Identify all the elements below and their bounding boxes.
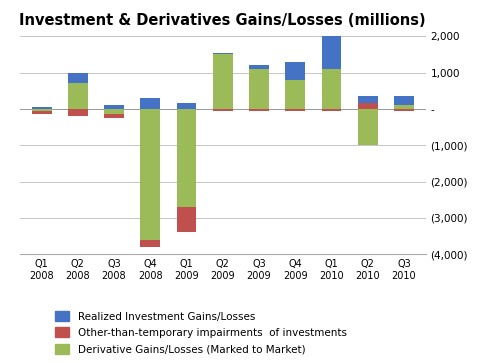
Bar [394,109,414,111]
Bar [32,109,51,111]
Bar [249,109,269,111]
Bar [249,69,269,109]
Bar [285,109,305,111]
Bar [358,103,378,109]
Bar [285,80,305,109]
Bar [213,53,233,54]
Bar [213,54,233,109]
Bar [32,107,51,109]
Bar [177,103,197,109]
Bar [213,109,233,111]
Bar [394,105,414,109]
Bar [68,73,88,83]
Bar [358,109,378,145]
Bar [177,207,197,232]
Bar [322,36,342,69]
Bar [322,109,342,111]
Bar [32,111,51,114]
Bar [358,96,378,103]
Bar [104,114,124,118]
Bar [68,83,88,109]
Bar [394,96,414,105]
Bar [140,240,160,247]
Bar [285,62,305,80]
Bar [322,69,342,109]
Bar [140,109,160,240]
Bar [177,109,197,207]
Title: Investment & Derivatives Gains/Losses (millions): Investment & Derivatives Gains/Losses (m… [19,13,426,28]
Legend: Realized Investment Gains/Losses, Other-than-temporary impairments  of investmen: Realized Investment Gains/Losses, Other-… [55,311,346,354]
Bar [104,109,124,114]
Bar [104,105,124,109]
Bar [68,109,88,116]
Bar [249,65,269,69]
Bar [140,98,160,109]
